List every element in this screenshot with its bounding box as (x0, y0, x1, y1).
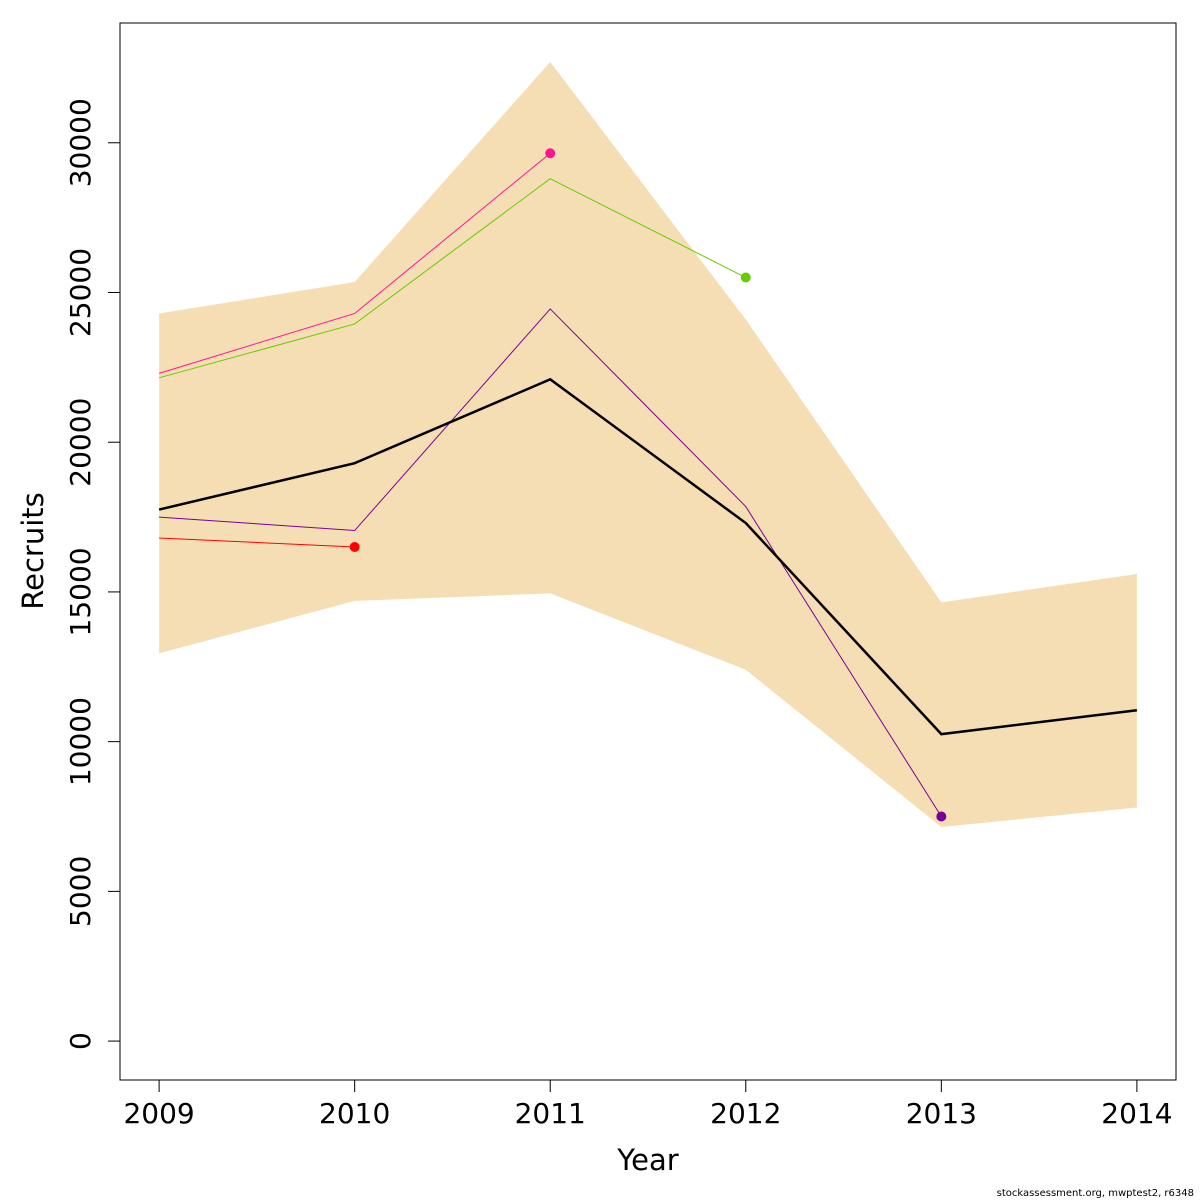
x-tick-label: 2010 (319, 1097, 390, 1130)
retro-endpoint-2 (545, 148, 556, 159)
y-axis: 0 5000 10000 15000 20000 25000 30000 (64, 98, 121, 1050)
x-axis-title: Year (616, 1143, 678, 1177)
retro-endpoint-1 (349, 542, 360, 553)
main-series-layer (158, 377, 1138, 736)
y-tick-label: 30000 (64, 98, 97, 187)
main-estimate-line (158, 377, 1138, 736)
y-tick-label: 10000 (64, 697, 97, 786)
y-tick-label: 20000 (64, 398, 97, 487)
retro-line-3 (158, 178, 747, 379)
y-tick-label: 0 (64, 1032, 97, 1050)
confidence-band-layer (159, 61, 1137, 827)
x-tick-label: 2011 (515, 1097, 586, 1130)
retrospective-series-layer (158, 148, 947, 822)
y-tick-label: 5000 (64, 856, 97, 927)
x-tick-label: 2012 (710, 1097, 781, 1130)
y-axis-title: Recruits (16, 492, 50, 609)
x-axis: 2009 2010 2011 2012 2013 2014 (123, 1079, 1173, 1130)
retro-endpoint-4 (936, 811, 947, 822)
footer-credit: stockassessment.org, mwptest2, r6348 (997, 1188, 1194, 1199)
y-tick-label: 15000 (64, 547, 97, 636)
x-tick-label: 2009 (123, 1097, 194, 1130)
retro-line-4 (159, 308, 942, 817)
retro-line-2 (158, 152, 551, 374)
confidence-band (159, 61, 1137, 827)
retro-endpoint-3 (740, 272, 751, 283)
x-tick-label: 2014 (1101, 1097, 1172, 1130)
retro-line-1 (159, 537, 355, 548)
x-tick-label: 2013 (906, 1097, 977, 1130)
y-tick-label: 25000 (64, 248, 97, 337)
